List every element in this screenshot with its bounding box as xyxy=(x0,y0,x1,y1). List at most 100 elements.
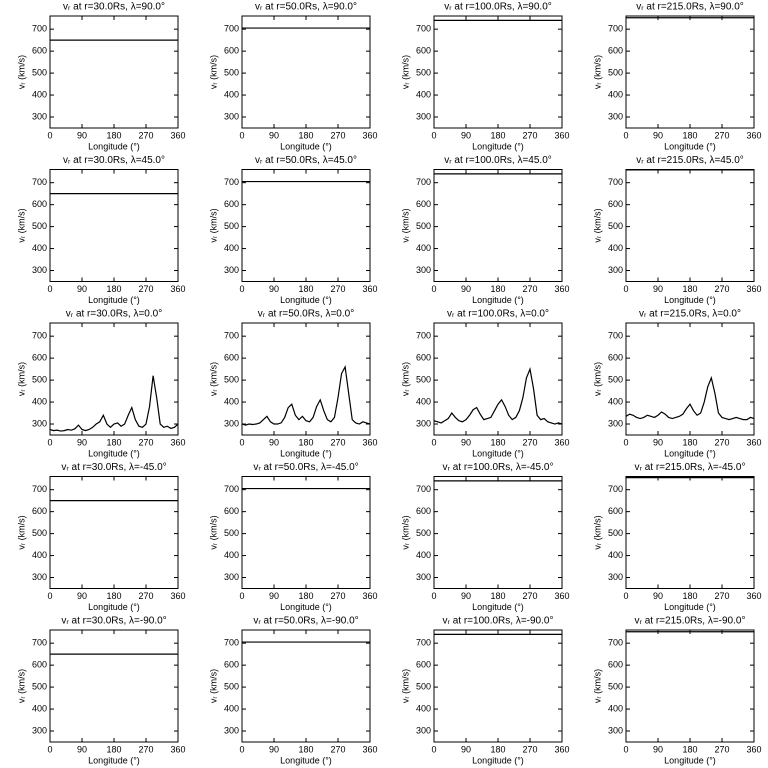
y-tick-label: 400 xyxy=(32,703,47,713)
x-tick-label: 180 xyxy=(682,130,697,140)
y-tick-label: 300 xyxy=(32,418,47,428)
chart-title: vᵣ at r=50.0Rs, λ=-90.0° xyxy=(253,616,358,627)
y-tick-label: 700 xyxy=(416,638,431,648)
x-tick-label: 90 xyxy=(269,437,279,447)
chart-title: vᵣ at r=30.0Rs, λ=45.0° xyxy=(63,155,165,166)
x-tick-label: 270 xyxy=(330,130,345,140)
x-tick-label: 270 xyxy=(330,744,345,754)
x-tick-label: 180 xyxy=(298,130,313,140)
x-tick-label: 180 xyxy=(490,130,505,140)
x-tick-label: 270 xyxy=(330,284,345,294)
panel: vᵣ at r=30.0Rs, λ=-45.0° 0 90 180 270 360 300 4… xyxy=(16,462,185,612)
x-tick-label: 0 xyxy=(623,130,628,140)
x-tick-label: 0 xyxy=(47,130,52,140)
x-tick-label: 360 xyxy=(746,284,761,294)
y-tick-label: 400 xyxy=(224,243,239,253)
y-tick-label: 500 xyxy=(32,374,47,384)
axes-frame xyxy=(241,169,371,282)
x-tick-label: 360 xyxy=(362,130,377,140)
x-tick-label: 0 xyxy=(431,744,436,754)
y-tick-label: 300 xyxy=(608,572,623,582)
panel: vᵣ at r=100.0Rs, λ=0.0° 0 90 180 270 360 300 40… xyxy=(400,309,569,459)
x-axis-label: Longitude (°) xyxy=(88,602,140,612)
x-tick-label: 360 xyxy=(170,130,185,140)
axes-frame xyxy=(625,476,755,589)
axes-frame xyxy=(49,15,179,129)
y-tick-label: 400 xyxy=(32,396,47,406)
y-tick-label: 700 xyxy=(224,24,239,34)
x-tick-label: 90 xyxy=(653,744,663,754)
y-axis-label: vᵣ (km/s) xyxy=(208,362,218,396)
data-line xyxy=(626,375,754,421)
y-axis-label: vᵣ (km/s) xyxy=(16,515,26,549)
y-tick-label: 500 xyxy=(608,221,623,231)
y-tick-label: 300 xyxy=(224,111,239,121)
y-tick-label: 300 xyxy=(416,572,431,582)
x-tick-label: 270 xyxy=(714,591,729,601)
y-tick-label: 500 xyxy=(224,528,239,538)
x-tick-label: 180 xyxy=(682,284,697,294)
chart-title: vᵣ at r=30.0Rs, λ=90.0° xyxy=(63,2,165,13)
x-tick-label: 0 xyxy=(47,591,52,601)
panel: vᵣ at r=100.0Rs, λ=-90.0° 0 90 180 270 360 300… xyxy=(400,616,569,766)
x-tick-label: 270 xyxy=(330,437,345,447)
panel: vᵣ at r=30.0Rs, λ=90.0° 0 90 180 270 360 300 40… xyxy=(16,2,185,152)
x-tick-label: 90 xyxy=(653,591,663,601)
y-tick-label: 300 xyxy=(32,572,47,582)
chart-title: vᵣ at r=30.0Rs, λ=0.0° xyxy=(66,309,162,320)
chart-title: vᵣ at r=215.0Rs, λ=45.0° xyxy=(636,155,744,166)
y-axis-label: vᵣ (km/s) xyxy=(592,208,602,242)
y-axis-label: vᵣ (km/s) xyxy=(592,362,602,396)
plot-area xyxy=(242,365,370,426)
x-tick-label: 90 xyxy=(77,130,87,140)
x-tick-label: 180 xyxy=(106,591,121,601)
y-tick-label: 700 xyxy=(32,177,47,187)
axes-frame xyxy=(625,15,755,129)
chart-title: vᵣ at r=100.0Rs, λ=-45.0° xyxy=(443,462,554,473)
x-axis-label: Longitude (°) xyxy=(664,755,716,765)
y-tick-label: 600 xyxy=(32,660,47,670)
y-axis-label: vᵣ (km/s) xyxy=(16,208,26,242)
y-tick-label: 400 xyxy=(32,243,47,253)
x-tick-label: 360 xyxy=(362,437,377,447)
x-tick-label: 360 xyxy=(746,437,761,447)
x-tick-label: 0 xyxy=(431,284,436,294)
x-tick-label: 180 xyxy=(106,130,121,140)
x-tick-label: 360 xyxy=(746,591,761,601)
x-tick-label: 360 xyxy=(362,744,377,754)
x-tick-label: 0 xyxy=(239,744,244,754)
y-tick-label: 600 xyxy=(608,199,623,209)
y-tick-label: 500 xyxy=(224,221,239,231)
chart-title: vᵣ at r=50.0Rs, λ=90.0° xyxy=(255,2,357,13)
panel: vᵣ at r=50.0Rs, λ=0.0° 0 90 180 270 360 300 400… xyxy=(208,309,377,459)
axes-frame xyxy=(433,169,563,282)
x-tick-label: 360 xyxy=(746,130,761,140)
y-tick-label: 500 xyxy=(416,681,431,691)
y-tick-label: 500 xyxy=(416,374,431,384)
axes-frame xyxy=(433,629,563,743)
y-tick-label: 600 xyxy=(224,46,239,56)
y-tick-label: 500 xyxy=(416,221,431,231)
y-tick-label: 400 xyxy=(608,89,623,99)
x-axis-label: Longitude (°) xyxy=(664,448,716,458)
y-tick-label: 700 xyxy=(32,638,47,648)
y-tick-label: 400 xyxy=(224,89,239,99)
panel: vᵣ at r=50.0Rs, λ=90.0° 0 90 180 270 360 300 40… xyxy=(208,2,377,152)
y-tick-label: 300 xyxy=(608,418,623,428)
y-tick-label: 500 xyxy=(32,681,47,691)
x-axis-label: Longitude (°) xyxy=(88,141,140,151)
x-tick-label: 360 xyxy=(362,591,377,601)
x-tick-label: 360 xyxy=(170,437,185,447)
x-axis-label: Longitude (°) xyxy=(280,602,332,612)
y-tick-label: 400 xyxy=(608,550,623,560)
x-axis-label: Longitude (°) xyxy=(280,755,332,765)
x-tick-label: 0 xyxy=(47,284,52,294)
plot-area xyxy=(434,366,562,425)
x-tick-label: 360 xyxy=(554,437,569,447)
y-axis-label: vᵣ (km/s) xyxy=(16,669,26,703)
x-tick-label: 90 xyxy=(653,130,663,140)
x-axis-label: Longitude (°) xyxy=(664,602,716,612)
y-tick-label: 700 xyxy=(224,484,239,494)
axes-frame xyxy=(433,322,563,436)
y-axis-label: vᵣ (km/s) xyxy=(16,55,26,89)
